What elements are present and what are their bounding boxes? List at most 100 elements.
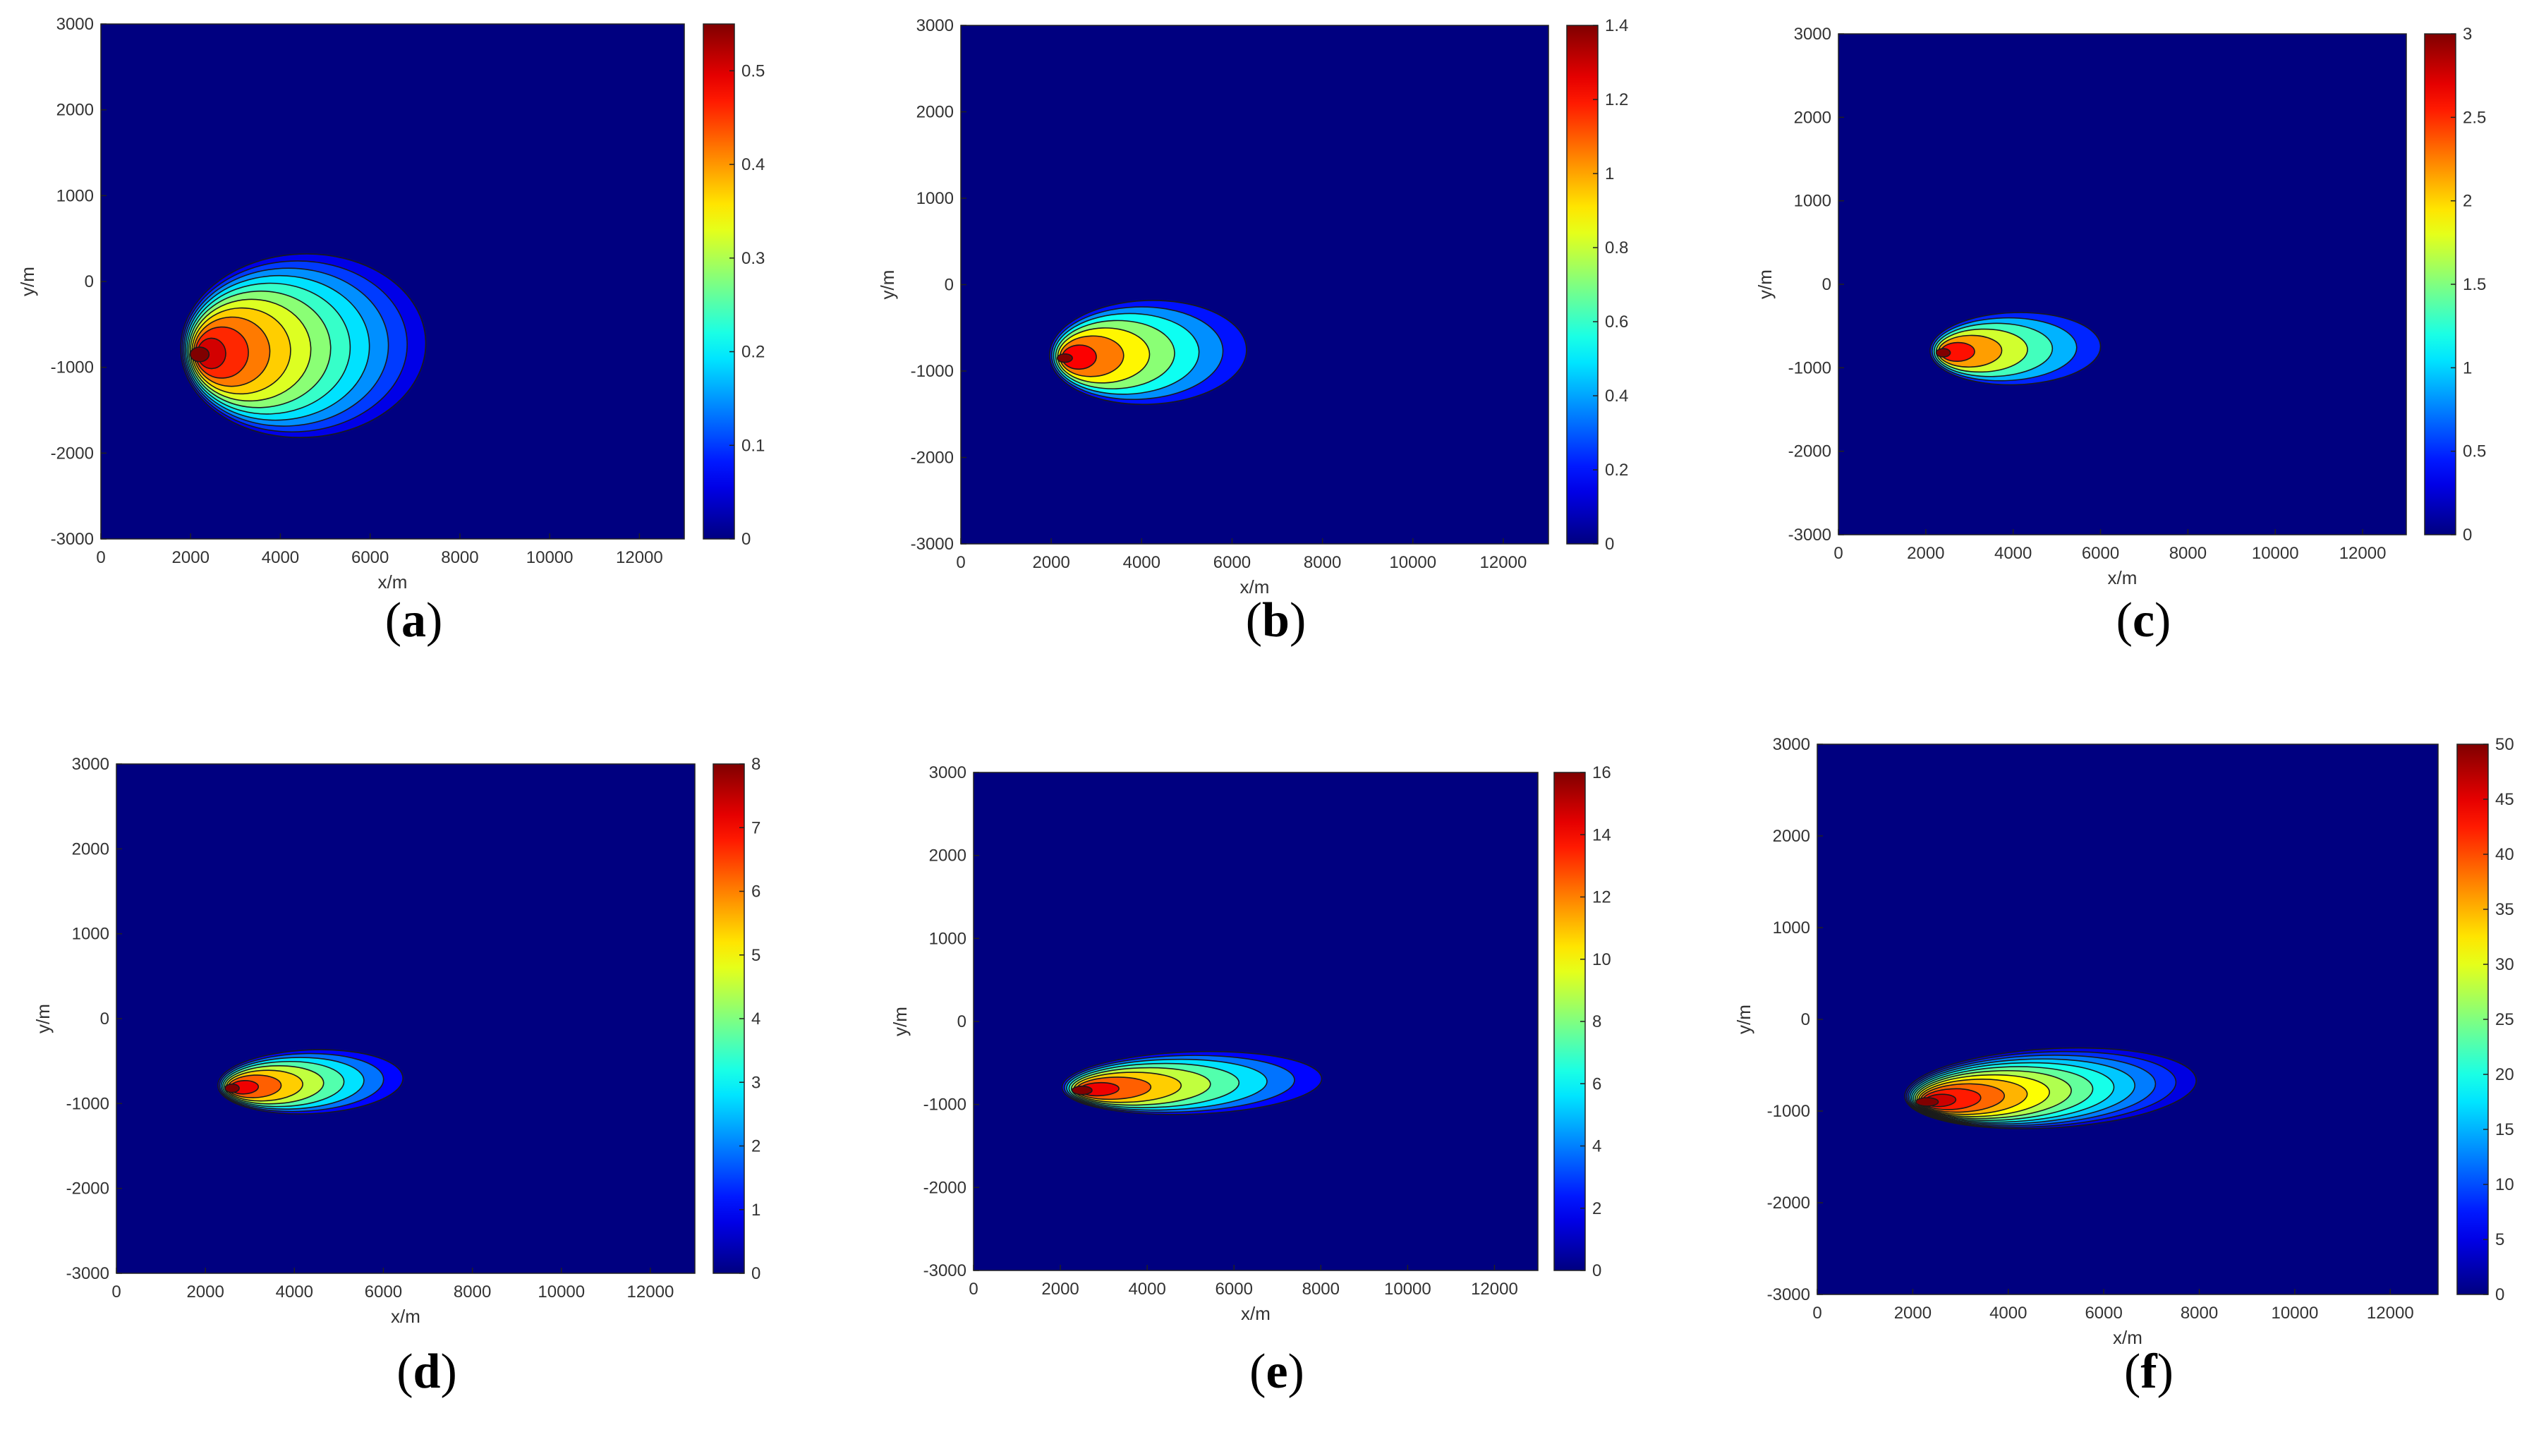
concentration-peak <box>1056 353 1073 363</box>
y-tick-label: 1000 <box>1794 192 1831 211</box>
x-tick-label: 4000 <box>276 1282 313 1302</box>
colorbar-tick-label: 1 <box>2463 358 2472 377</box>
y-tick-label: -3000 <box>923 1261 966 1280</box>
y-tick-label: 3000 <box>916 16 954 35</box>
x-tick-label: 4000 <box>1989 1304 2027 1323</box>
colorbar-tick-label: 6 <box>751 882 760 902</box>
y-tick-label: 0 <box>100 1009 109 1029</box>
colorbar-tick-label: 15 <box>2495 1120 2514 1139</box>
y-tick-label: -1000 <box>911 362 954 381</box>
y-tick-label: -3000 <box>66 1264 109 1283</box>
y-tick-label: 3000 <box>1773 735 1810 754</box>
colorbar-tick-label: 0.1 <box>741 436 765 455</box>
y-axis-label: y/m <box>890 1007 911 1036</box>
colorbar-tick-label: 0.4 <box>1605 387 1628 406</box>
x-tick-label: 8000 <box>2169 544 2207 563</box>
x-tick-label: 10000 <box>2272 1304 2319 1323</box>
y-tick-label: 1000 <box>916 189 954 208</box>
plot-background <box>974 772 1538 1270</box>
panel-label: (c) <box>2116 593 2171 648</box>
x-tick-label: 0 <box>956 553 965 572</box>
x-axis-label: x/m <box>1241 1303 1271 1324</box>
contour-group <box>217 1049 404 1115</box>
y-tick-label: -1000 <box>51 358 94 377</box>
contour-group <box>180 253 427 439</box>
panel-label: (a) <box>384 593 443 648</box>
plot-background <box>116 764 695 1273</box>
x-tick-label: 10000 <box>1389 553 1436 572</box>
colorbar-tick-label: 3 <box>2463 25 2472 44</box>
y-tick-label: -2000 <box>1767 1194 1810 1213</box>
colorbar-tick-label: 10 <box>1592 950 1611 969</box>
colorbar-tick-label: 8 <box>751 755 760 774</box>
x-tick-label: 10000 <box>1384 1280 1431 1299</box>
x-tick-label: 8000 <box>1302 1280 1340 1299</box>
x-tick-label: 6000 <box>1213 553 1251 572</box>
colorbar-tick-label: 50 <box>2495 735 2514 754</box>
colorbar-tick-label: 6 <box>1592 1074 1601 1093</box>
colorbar-tick-label: 5 <box>751 946 760 965</box>
y-tick-label: 2000 <box>1773 827 1810 846</box>
colorbar-tick-label: 0.8 <box>1605 238 1628 257</box>
y-tick-label: 2000 <box>72 839 109 859</box>
x-tick-label: 8000 <box>441 548 478 567</box>
x-axis-label: x/m <box>2108 567 2138 588</box>
colorbar-tick-label: 0 <box>2463 526 2472 545</box>
y-axis-label: y/m <box>1754 269 1776 299</box>
y-tick-label: 3000 <box>929 763 966 782</box>
y-tick-label: 2000 <box>1794 108 1831 127</box>
colorbar-tick-label: 4 <box>1592 1137 1601 1156</box>
x-axis-label: x/m <box>378 571 408 593</box>
colorbar-tick-label: 20 <box>2495 1065 2514 1084</box>
y-tick-label: -2000 <box>1788 442 1831 461</box>
x-tick-label: 12000 <box>2339 544 2387 563</box>
colorbar-tick-label: 0.4 <box>741 155 765 174</box>
x-tick-label: 2000 <box>186 1282 224 1302</box>
colorbar-tick-label: 2.5 <box>2463 108 2486 127</box>
y-tick-label: 2000 <box>929 847 966 866</box>
colorbar <box>1566 25 1599 545</box>
y-axis-label: y/m <box>1733 1005 1754 1034</box>
x-tick-label: 6000 <box>2085 1304 2122 1323</box>
colorbar-tick-label: 8 <box>1592 1012 1601 1031</box>
x-tick-label: 8000 <box>1304 553 1341 572</box>
y-tick-label: -1000 <box>66 1094 109 1113</box>
x-tick-label: 6000 <box>351 548 389 567</box>
y-tick-label: -3000 <box>51 530 94 549</box>
plot-background <box>1817 744 2438 1294</box>
colorbar-tick-label: 0.3 <box>741 249 765 268</box>
y-tick-label: 0 <box>1822 275 1831 294</box>
panel-a-chart: 0 2000 4000 6000 8000 10000 12000-3000-2000-10… <box>17 15 765 593</box>
colorbar-tick-label: 2 <box>1592 1199 1601 1218</box>
panel-d-chart: 0 2000 4000 6000 8000 10000 12000-3000-2000-10… <box>32 755 760 1327</box>
x-tick-label: 4000 <box>1128 1280 1165 1299</box>
concentration-peak <box>1935 348 1951 358</box>
y-tick-label: 1000 <box>56 186 94 205</box>
concentration-peak <box>224 1083 240 1093</box>
colorbar-tick-label: 0.5 <box>741 61 765 80</box>
colorbar-tick-label: 0 <box>751 1264 760 1283</box>
y-tick-label: 0 <box>85 272 94 291</box>
panel-e-chart: 0 2000 4000 6000 8000 10000 12000-3000-2000-10… <box>890 763 1611 1324</box>
colorbar-tick-label: 35 <box>2495 900 2514 919</box>
colorbar-tick-label: 25 <box>2495 1010 2514 1029</box>
x-tick-label: 2000 <box>1041 1280 1079 1299</box>
x-tick-label: 6000 <box>1216 1280 1253 1299</box>
x-tick-label: 2000 <box>1907 544 1944 563</box>
y-tick-label: 1000 <box>1773 918 1810 938</box>
colorbar-tick-label: 0 <box>2495 1285 2504 1304</box>
concentration-peak <box>1915 1097 1939 1107</box>
panel-b-chart: 0 2000 4000 6000 8000 10000 12000-3000-2000-10… <box>877 16 1628 597</box>
colorbar <box>713 763 745 1274</box>
y-tick-label: -2000 <box>66 1179 109 1199</box>
colorbar-tick-label: 10 <box>2495 1175 2514 1194</box>
colorbar-tick-label: 5 <box>2495 1230 2504 1249</box>
y-axis-label: y/m <box>32 1004 54 1033</box>
x-tick-label: 10000 <box>2252 544 2299 563</box>
colorbar-tick-label: 2 <box>2463 192 2472 211</box>
colorbar-tick-label: 0.6 <box>1605 313 1628 332</box>
y-tick-label: -2000 <box>923 1178 966 1197</box>
y-tick-label: -3000 <box>1767 1285 1810 1304</box>
x-tick-label: 0 <box>969 1280 978 1299</box>
